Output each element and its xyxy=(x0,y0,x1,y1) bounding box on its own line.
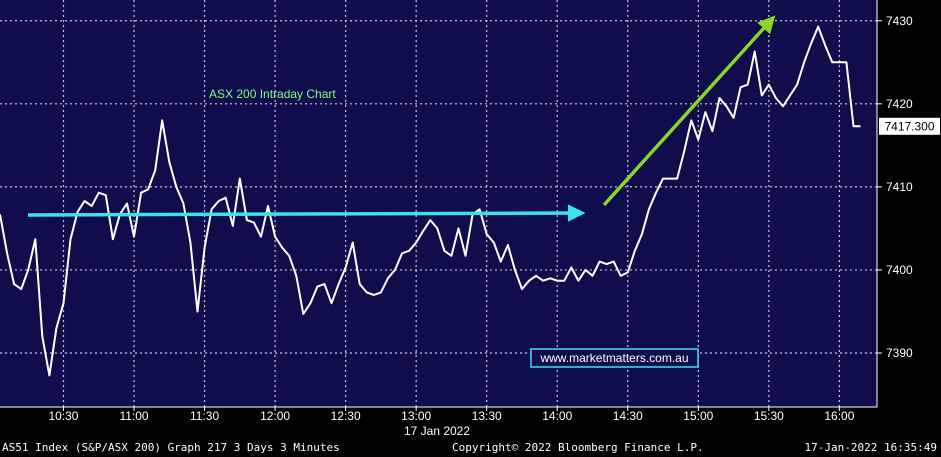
y-tick-label: 7400 xyxy=(886,263,913,277)
y-tick-label: 7390 xyxy=(886,346,913,360)
plot-background xyxy=(0,0,877,407)
x-tick-label: 11:30 xyxy=(190,409,219,423)
watermark-box xyxy=(530,348,699,368)
flat-trend-arrow xyxy=(27,204,586,222)
status-footer: AS51 Index (S&P/ASX 200) Graph 217 3 Day… xyxy=(0,439,941,457)
x-tick-label: 15:30 xyxy=(754,409,784,423)
y-axis-ticks: 7390 7400 7410 7420 7430 xyxy=(877,14,913,360)
watermark-text: www.marketmatters.com.au xyxy=(539,351,688,365)
chart-title: ASX 200 Intraday Chart xyxy=(209,87,336,101)
y-tick-label: 7410 xyxy=(886,180,913,194)
axis-background xyxy=(877,0,941,439)
grid-lines xyxy=(0,0,877,407)
date-label: 17 Jan 2022 xyxy=(404,424,470,438)
last-price-label: 7417.300 xyxy=(884,119,934,133)
footer-timestamp: 17-Jan-2022 16:35:49 xyxy=(804,441,937,454)
x-tick-label: 15:00 xyxy=(683,409,713,423)
x-axis-ticks: 10:30 11:00 11:30 12:00 12:30 13:00 13:30 14:00… xyxy=(48,407,855,423)
x-tick-label: 14:00 xyxy=(542,409,572,423)
footer-copyright: Copyright© 2022 Bloomberg Finance L.P. xyxy=(452,441,704,454)
last-price-box xyxy=(879,117,940,135)
x-tick-label: 13:30 xyxy=(472,409,502,423)
x-axis-background xyxy=(0,407,877,439)
x-tick-label: 10:30 xyxy=(48,409,78,423)
x-tick-label: 14:30 xyxy=(613,409,643,423)
up-trend-arrow xyxy=(602,15,776,207)
y-tick-label: 7430 xyxy=(886,14,913,28)
x-tick-label: 11:00 xyxy=(119,409,148,423)
y-tick-label: 7420 xyxy=(886,97,913,111)
price-line xyxy=(0,25,861,377)
x-tick-label: 16:00 xyxy=(824,409,854,423)
x-tick-label: 12:00 xyxy=(260,409,290,423)
footer-security: AS51 Index (S&P/ASX 200) Graph 217 3 Day… xyxy=(2,441,340,454)
x-tick-label: 13:00 xyxy=(401,409,431,423)
x-tick-label: 12:30 xyxy=(331,409,361,423)
